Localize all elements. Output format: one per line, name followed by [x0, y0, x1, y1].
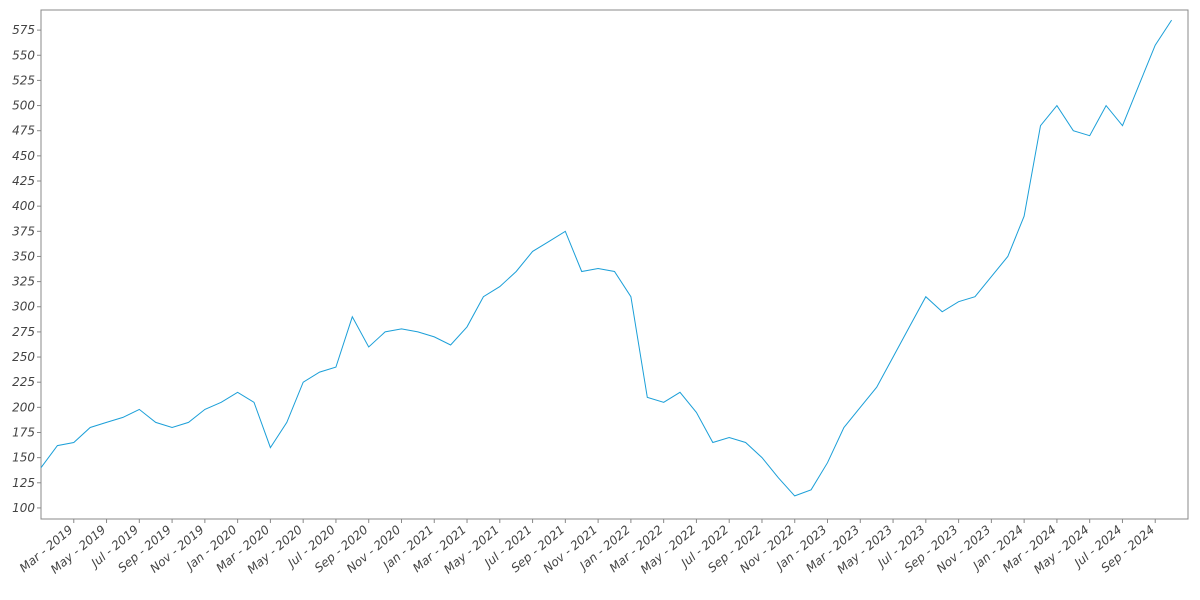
y-tick-label: 500 [12, 99, 35, 113]
y-tick-label: 325 [12, 275, 35, 289]
y-tick-label: 400 [12, 199, 35, 213]
y-tick-label: 175 [12, 425, 35, 439]
y-tick-label: 375 [12, 224, 35, 238]
y-tick-label: 300 [12, 300, 35, 314]
y-tick-label: 525 [12, 73, 35, 87]
y-tick-label: 250 [12, 350, 35, 364]
y-tick-label: 550 [12, 48, 35, 62]
y-tick-label: 450 [12, 149, 35, 163]
y-tick-label: 100 [12, 501, 35, 515]
y-tick-label: 200 [12, 400, 35, 414]
price-line [40, 19, 1173, 497]
y-tick-label: 575 [12, 23, 35, 37]
y-tick-label: 425 [12, 174, 35, 188]
y-tick-label: 125 [12, 476, 35, 490]
plot-frame [40, 9, 1189, 520]
y-tick-label: 225 [12, 375, 35, 389]
y-tick-label: 275 [12, 325, 35, 339]
y-tick-label: 475 [12, 124, 35, 138]
y-tick-label: 350 [12, 249, 35, 263]
y-tick-label: 150 [12, 451, 35, 465]
